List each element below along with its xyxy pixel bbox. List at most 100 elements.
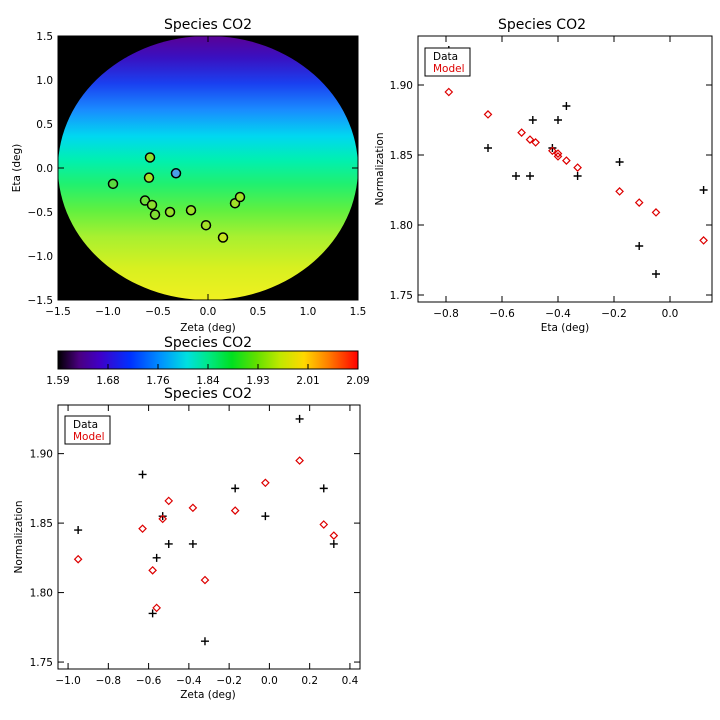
zeta-data-point	[188, 539, 197, 548]
eta-model-point	[525, 135, 535, 144]
zeta-y-tick-label: 1.85	[30, 518, 53, 530]
station-marker	[164, 206, 176, 218]
zeta-legend-model: Model	[73, 431, 105, 443]
zeta-data-point	[200, 637, 209, 646]
colorbar-tick-label: 2.01	[296, 375, 319, 387]
zeta-x-tick-label: −0.8	[96, 675, 122, 687]
eta-model-point	[562, 156, 571, 165]
zeta-data-point	[329, 539, 338, 548]
zeta-x-tick-label: −0.4	[176, 675, 202, 687]
zeta-legend-box	[64, 415, 111, 445]
zeta-model-point	[329, 531, 339, 540]
eta-model-point	[573, 163, 582, 172]
map-y-tick-label: 0.0	[36, 163, 53, 175]
eta-legend-model: Model	[433, 63, 465, 75]
zeta-x-tick-label: −0.2	[216, 675, 242, 687]
zeta-legend-data: Data	[73, 419, 98, 431]
eta-data-point	[484, 144, 492, 152]
map-title: Species CO2	[164, 17, 252, 33]
eta-model-point	[531, 138, 540, 147]
colorbar-panel: Species CO2 1.59 1.68 1.76 1.84 1.93 2.01 2.09	[46, 335, 369, 387]
zeta-data-point	[148, 609, 157, 618]
colorbar-tick-label: 1.93	[246, 375, 269, 387]
eta-data-point	[512, 172, 520, 180]
zeta-plot-title: Species CO2	[164, 386, 252, 402]
zeta-model-point	[73, 554, 83, 564]
eta-x-tick-label: −0.4	[545, 308, 571, 320]
zeta-y-tick-label: 1.80	[30, 588, 53, 600]
eta-data-point	[562, 102, 571, 110]
eta-data-point	[528, 116, 537, 124]
zeta-model-point	[200, 575, 210, 585]
zeta-data-point	[319, 484, 328, 493]
zeta-model-point	[138, 524, 147, 534]
map-gradient-disk	[58, 36, 358, 300]
zeta-y-tick-label: 1.75	[30, 657, 53, 669]
map-x-axis-label: Zeta (deg)	[180, 322, 236, 334]
eta-model-point	[553, 149, 563, 158]
station-marker	[185, 204, 197, 216]
station-marker	[200, 219, 212, 231]
eta-x-tick-label: −0.6	[489, 308, 515, 320]
station-marker	[144, 152, 156, 163]
map-y-tick-label: −0.5	[28, 207, 54, 219]
zeta-data-point	[138, 470, 147, 479]
eta-x-tick-label: −0.8	[433, 308, 459, 320]
map-y-axis-label: Eta (deg)	[11, 144, 23, 193]
eta-model-point	[444, 87, 454, 97]
map-y-tick-label: 0.5	[36, 119, 53, 131]
zeta-x-tick-label: −1.0	[55, 675, 81, 687]
station-marker	[146, 199, 158, 211]
map-x-tick-label: 1.5	[350, 306, 367, 318]
eta-model-point	[553, 152, 563, 161]
station-marker	[217, 232, 229, 243]
eta-model-point	[634, 198, 644, 207]
eta-scatter-panel: Species CO2 −0.8 −0.6 −0.4 −0.2 0.0 1.75 1.80 1…	[374, 17, 713, 334]
zeta-data-point	[231, 484, 240, 493]
station-marker	[107, 178, 119, 190]
eta-model-point	[517, 128, 526, 137]
zeta-model-point	[319, 520, 329, 529]
station-marker	[234, 191, 246, 203]
eta-x-axis-label: Eta (deg)	[541, 322, 590, 334]
zeta-model-point	[261, 478, 270, 488]
zeta-model-point	[152, 603, 162, 613]
zeta-legend: Data Model	[64, 415, 111, 445]
map-y-tick-label: 1.5	[36, 31, 53, 43]
zeta-x-tick-label: 0.4	[342, 675, 359, 687]
zeta-plot-frame	[57, 404, 361, 670]
eta-data-point	[573, 172, 582, 180]
map-y-tick-label: −1.5	[28, 295, 54, 307]
colorbar-tick-label: 1.76	[146, 375, 170, 387]
station-marker	[143, 172, 155, 183]
station-marker	[149, 209, 161, 220]
map-x-tick-label: 1.0	[300, 306, 317, 318]
map-x-tick-label: 0.5	[250, 306, 267, 318]
zeta-data-point	[164, 539, 173, 548]
colorbar-title: Species CO2	[164, 335, 252, 351]
eta-legend-data: Data	[433, 51, 458, 63]
eta-legend-box	[424, 47, 471, 77]
zeta-model-point	[164, 496, 174, 506]
zeta-data-point	[261, 512, 270, 521]
eta-data-point	[526, 172, 534, 180]
eta-model-point	[699, 236, 708, 245]
eta-data-point	[635, 242, 644, 250]
colorbar-tick-label: 1.59	[46, 375, 69, 387]
zeta-model-point	[148, 565, 157, 575]
zeta-model-point	[188, 503, 198, 513]
zeta-x-tick-label: −0.6	[136, 675, 162, 687]
zeta-data-point	[152, 553, 161, 562]
eta-plot-title: Species CO2	[498, 17, 586, 33]
zeta-x-tick-label: 0.0	[261, 675, 278, 687]
zeta-y-axis-label: Normalization	[13, 501, 25, 574]
zeta-x-axis-label: Zeta (deg)	[180, 689, 236, 701]
colorbar-tick-label: 2.09	[346, 375, 369, 387]
eta-x-tick-label: −0.2	[601, 308, 627, 320]
zeta-model-point	[230, 506, 240, 515]
eta-y-tick-label: 1.85	[390, 150, 413, 162]
eta-y-axis-label: Normalization	[374, 133, 386, 206]
eta-model-point	[483, 110, 493, 119]
zeta-data-point	[295, 414, 304, 423]
map-x-tick-label: −1.5	[45, 306, 71, 318]
